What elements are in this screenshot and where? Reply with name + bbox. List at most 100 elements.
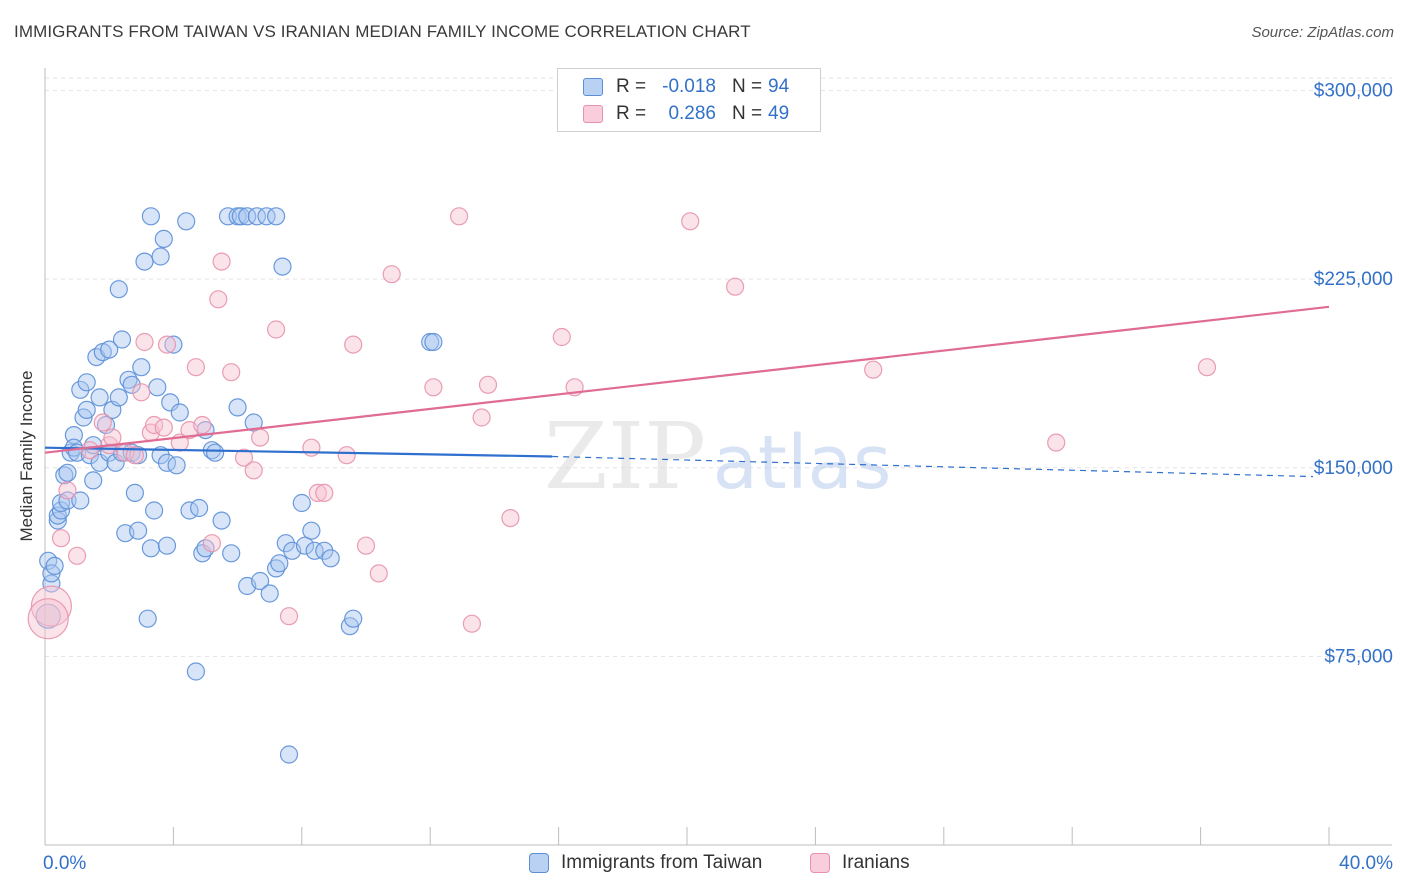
legend-item-taiwan[interactable]: Immigrants from Taiwan xyxy=(529,852,762,874)
data-point-taiwan xyxy=(251,571,270,591)
data-point-iranians xyxy=(202,534,221,553)
data-point-taiwan xyxy=(279,745,299,764)
data-point-taiwan xyxy=(164,335,183,354)
source-note: Source: ZipAtlas.com xyxy=(1251,24,1394,41)
data-point-taiwan xyxy=(145,501,164,520)
data-point-iranians xyxy=(450,207,469,226)
data-point-taiwan xyxy=(344,609,363,628)
data-point-taiwan xyxy=(58,491,77,510)
legend: Immigrants from Taiwan Iranians xyxy=(0,852,1406,878)
data-point-iranians xyxy=(222,363,241,382)
data-point-iranians xyxy=(302,438,321,457)
data-point-taiwan xyxy=(48,511,67,530)
data-point-iranians xyxy=(315,483,334,502)
stats-n-value: 94 xyxy=(768,76,790,97)
stats-r-label: R = xyxy=(616,103,647,124)
data-point-taiwan xyxy=(186,662,205,681)
data-point-iranians xyxy=(209,290,228,309)
data-point-taiwan xyxy=(122,375,141,394)
data-point-iranians xyxy=(462,614,481,633)
data-point-taiwan xyxy=(170,403,189,422)
legend-label-iranians: Iranians xyxy=(842,852,910,873)
stats-row-iranians: R = 0.286 N = 49 xyxy=(558,100,820,128)
y-tick-label: $300,000 xyxy=(1314,81,1393,102)
watermark-zip: ZIP xyxy=(544,403,706,510)
x-tick-label-start: 0.0% xyxy=(43,853,86,874)
data-point-taiwan xyxy=(292,493,311,513)
data-point-iranians xyxy=(1047,433,1066,452)
data-point-taiwan xyxy=(125,483,144,502)
data-point-iranians xyxy=(58,481,77,500)
stats-n-value: 49 xyxy=(768,103,790,124)
data-point-taiwan xyxy=(71,380,90,399)
data-point-iranians xyxy=(267,320,286,339)
data-point-taiwan xyxy=(58,463,77,482)
data-point-iranians xyxy=(212,252,231,271)
chart-title: IMMIGRANTS FROM TAIWAN VS IRANIAN MEDIAN… xyxy=(14,22,751,41)
data-point-taiwan xyxy=(424,332,443,352)
data-point-iranians xyxy=(135,332,154,352)
data-point-iranians xyxy=(125,446,144,465)
stats-swatch-iranians xyxy=(583,105,603,123)
data-point-iranians xyxy=(308,483,327,502)
data-point-iranians xyxy=(157,335,177,354)
data-point-taiwan xyxy=(190,498,209,518)
data-point-iranians xyxy=(337,446,356,465)
data-point-taiwan xyxy=(109,388,128,407)
data-point-iranians xyxy=(725,277,745,296)
data-point-taiwan xyxy=(141,539,160,558)
trend-line-taiwan xyxy=(44,446,553,458)
correlation-stats-box: R = -0.018 N = 94 R = 0.286 N = 49 xyxy=(557,68,821,132)
watermark-atlas: atlas xyxy=(713,420,892,506)
data-point-iranians xyxy=(234,448,254,467)
data-point-taiwan xyxy=(51,501,71,520)
data-point-taiwan xyxy=(55,466,74,485)
data-point-taiwan xyxy=(84,471,103,490)
y-tick-label: $75,000 xyxy=(1324,646,1393,667)
stats-r-value: -0.018 xyxy=(662,76,716,97)
data-point-taiwan xyxy=(315,541,334,560)
data-point-taiwan xyxy=(129,521,148,540)
data-point-iranians xyxy=(864,360,883,379)
legend-swatch-taiwan xyxy=(529,853,549,873)
legend-item-iranians[interactable]: Iranians xyxy=(810,852,910,874)
data-point-iranians xyxy=(244,461,263,480)
data-point-taiwan xyxy=(302,521,321,540)
data-point-iranians xyxy=(186,358,205,377)
data-point-iranians xyxy=(251,428,270,447)
data-point-taiwan xyxy=(77,400,96,419)
x-tick-label-end: 40.0% xyxy=(1339,853,1393,874)
y-tick-label: $150,000 xyxy=(1314,458,1393,479)
data-point-taiwan xyxy=(132,358,151,377)
data-point-iranians xyxy=(478,375,498,394)
data-point-taiwan xyxy=(273,257,292,276)
gridlines xyxy=(45,77,1392,657)
data-point-iranians xyxy=(472,408,491,427)
data-point-iranians xyxy=(279,607,299,626)
data-point-taiwan xyxy=(267,559,286,578)
x-tick-labels: 0.0% 40.0% xyxy=(43,853,1393,874)
data-point-taiwan xyxy=(270,554,289,573)
data-point-taiwan xyxy=(212,511,231,530)
data-point-iranians xyxy=(193,415,212,435)
data-point-taiwan xyxy=(276,534,295,553)
stats-row-taiwan: R = -0.018 N = 94 xyxy=(558,73,820,101)
data-point-iranians xyxy=(369,564,388,583)
data-point-taiwan xyxy=(141,207,160,226)
trend-line-iranians xyxy=(44,305,1330,454)
stats-n-label: N = xyxy=(732,103,763,124)
data-point-taiwan xyxy=(238,207,257,226)
data-point-iranians xyxy=(30,585,73,627)
series-taiwan-points xyxy=(35,207,443,764)
data-point-taiwan xyxy=(218,207,238,226)
data-point-taiwan xyxy=(154,229,173,248)
data-point-taiwan xyxy=(148,378,167,397)
data-point-taiwan xyxy=(151,446,170,465)
data-point-iranians xyxy=(681,212,700,231)
data-point-iranians xyxy=(80,441,100,460)
data-point-taiwan xyxy=(135,252,154,271)
axes xyxy=(44,68,1392,846)
data-point-iranians xyxy=(501,508,520,528)
data-point-taiwan xyxy=(167,456,186,475)
